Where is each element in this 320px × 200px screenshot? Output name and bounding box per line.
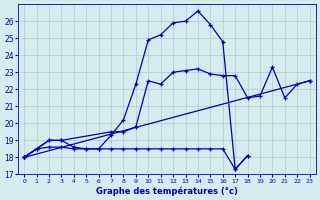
X-axis label: Graphe des températures (°c): Graphe des températures (°c) — [96, 186, 238, 196]
